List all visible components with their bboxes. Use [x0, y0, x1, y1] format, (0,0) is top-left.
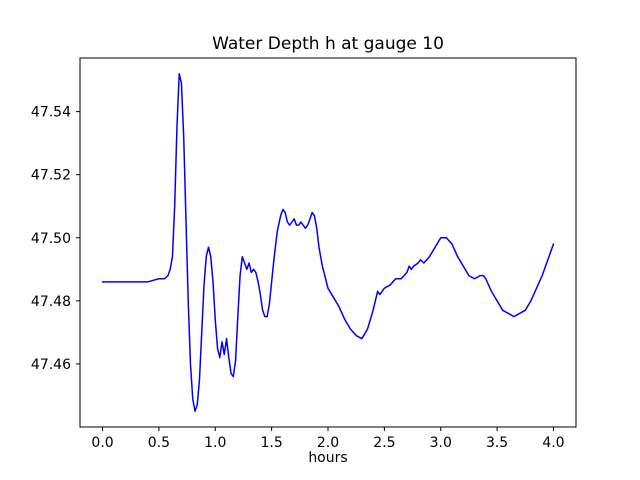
y-tick-label: 47.54	[31, 105, 71, 121]
y-tick-label: 47.50	[31, 231, 71, 247]
x-tick-label: 1.5	[261, 435, 283, 451]
y-tick-label: 47.52	[31, 168, 71, 184]
y-tick-label: 47.46	[31, 357, 71, 373]
x-tick-label: 0.5	[148, 435, 170, 451]
chart-title: Water Depth h at gauge 10	[212, 34, 444, 54]
water-depth-line	[101, 73, 555, 412]
x-tick-label: 4.0	[542, 435, 564, 451]
x-tick-label: 0.0	[91, 435, 113, 451]
x-tick-label: 2.0	[317, 435, 339, 451]
x-tick-label: 1.0	[204, 435, 226, 451]
x-tick-label: 3.0	[430, 435, 452, 451]
y-tick-label: 47.48	[31, 294, 71, 310]
x-tick-label: 3.5	[486, 435, 508, 451]
x-tick-label: 2.5	[373, 435, 395, 451]
axes-frame	[79, 57, 577, 428]
x-axis-label: hours	[308, 450, 347, 466]
